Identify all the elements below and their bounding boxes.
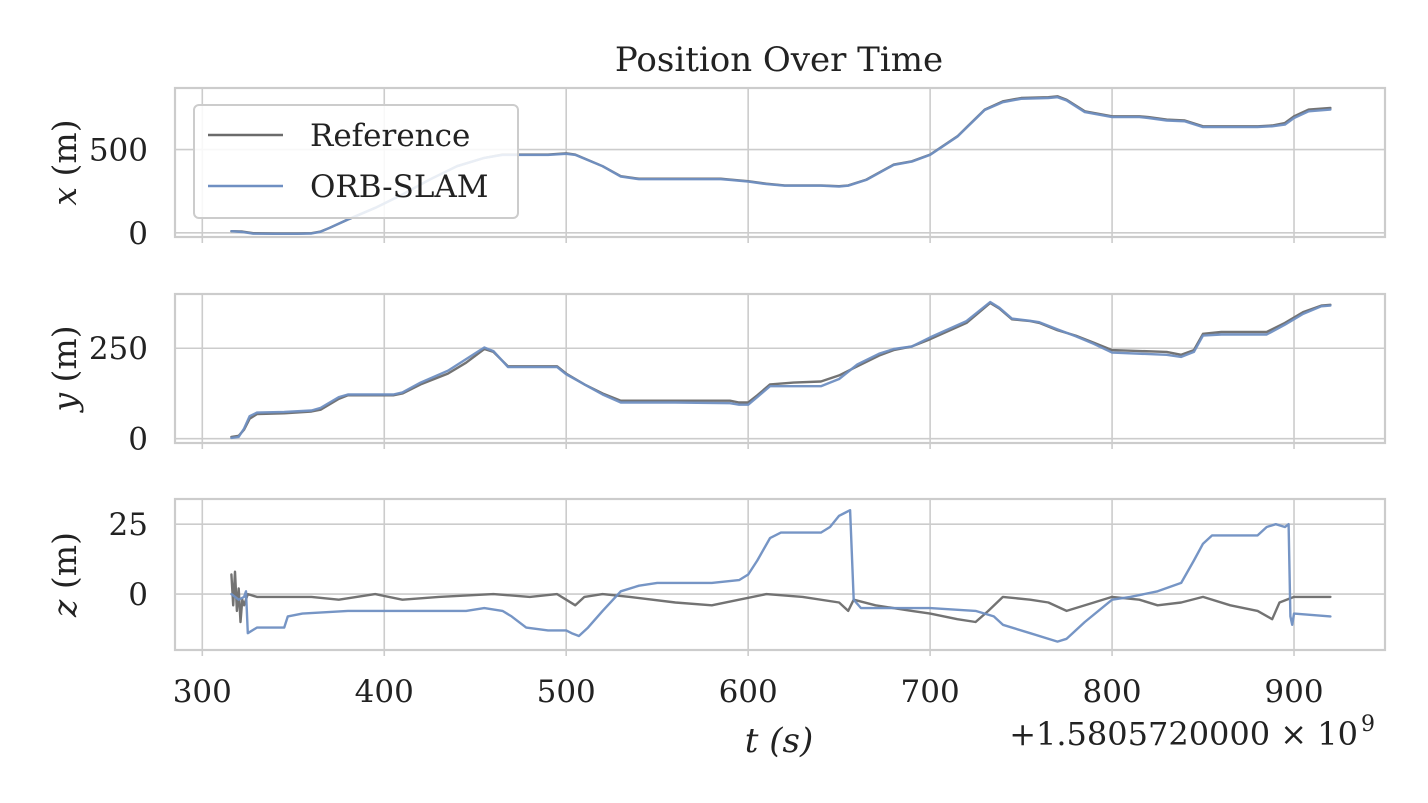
x-offset-label: +1.5805720000 × 10 bbox=[1009, 715, 1358, 753]
series-group bbox=[230, 300, 1332, 440]
x-tick-label: 600 bbox=[719, 674, 778, 710]
legend-box bbox=[193, 104, 519, 219]
x-offset-exponent: 9 bbox=[1361, 712, 1375, 737]
x-tick-label: 500 bbox=[537, 674, 596, 710]
series-line-reference bbox=[230, 570, 1332, 624]
series-line-orb-slam bbox=[230, 509, 1332, 643]
x-tick-label: 700 bbox=[901, 674, 960, 710]
y-tick-label: 250 bbox=[89, 331, 148, 367]
subplot-frame bbox=[173, 292, 1387, 445]
y-axis-label: x (m) bbox=[45, 119, 84, 205]
legend-label: Reference bbox=[310, 118, 470, 154]
legend-label: ORB-SLAM bbox=[310, 169, 489, 205]
x-offset-text: +1.5805720000 × 10 bbox=[1009, 715, 1358, 753]
x-tick-label: 900 bbox=[1264, 674, 1323, 710]
x-tick-labels: 300 400 500 600 700 800 900 bbox=[173, 674, 1324, 710]
x-tick-label: 300 bbox=[173, 674, 232, 710]
series-group bbox=[230, 509, 1332, 643]
x-tick-label: 800 bbox=[1082, 674, 1141, 710]
y-axis-label: y (m) bbox=[45, 325, 84, 413]
y-tick-label: 0 bbox=[128, 422, 148, 458]
y-tick-label: 0 bbox=[128, 216, 148, 252]
y-axis-label: z (m) bbox=[45, 532, 84, 618]
subplot-frame bbox=[173, 86, 1387, 239]
series-line-reference bbox=[230, 301, 1332, 439]
subplot-3: 0 25 z (m) bbox=[45, 497, 1387, 656]
series-line-orb-slam bbox=[230, 300, 1332, 440]
x-tick-label: 400 bbox=[355, 674, 414, 710]
subplot-frame bbox=[173, 497, 1387, 652]
x-axis-label: t (s) bbox=[745, 721, 813, 761]
y-tick-label: 25 bbox=[109, 507, 148, 543]
y-tick-label: 0 bbox=[128, 577, 148, 613]
y-tick-label: 500 bbox=[89, 133, 148, 169]
chart-title: Position Over Time bbox=[615, 40, 943, 80]
legend: Reference ORB-SLAM bbox=[193, 104, 519, 219]
